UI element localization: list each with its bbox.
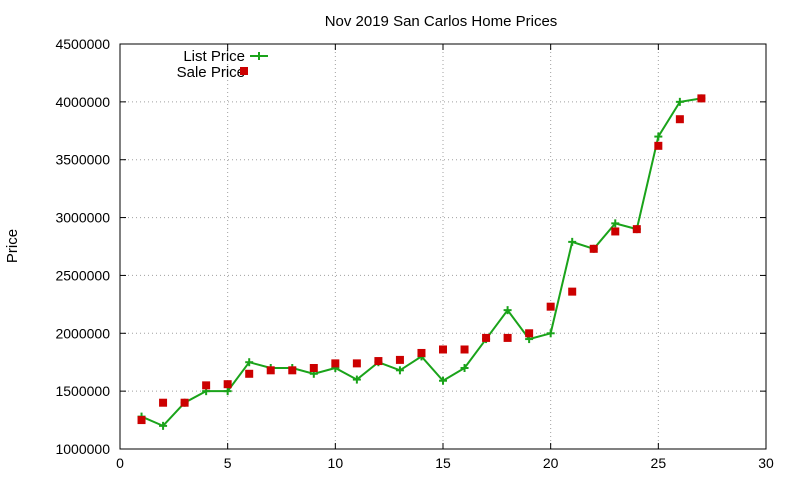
sale-price-point [460,345,469,354]
sale-price-point [525,329,534,338]
sale-price-point [632,225,641,234]
sale-price-point [266,366,275,375]
y-tick-label: 3000000 [55,210,110,226]
sale-price-point [309,364,318,372]
sale-price-point [654,141,663,150]
legend-label-list-price: List Price [183,48,245,65]
list-price-point [460,364,469,372]
sale-price-point [352,359,361,368]
sale-price-point [288,366,297,375]
list-price-point [503,306,512,315]
sale-price-point [137,416,146,425]
list-price-point [439,376,447,385]
grid-lines [120,44,766,449]
x-axis-tick-labels: 0 5 10 15 20 25 30 [116,455,774,471]
sale-price-point [159,398,168,407]
y-axis-label: Price [4,229,21,263]
sale-price-point [568,287,577,296]
x-tick-label: 5 [224,455,232,471]
x-tick-label: 0 [116,455,124,471]
sale-price-point [223,380,232,389]
chart-title: Nov 2019 San Carlos Home Prices [325,13,558,30]
list-price-point [245,358,254,367]
list-price-point [611,219,620,228]
sale-price-point [589,244,598,253]
x-tick-label: 25 [651,455,667,471]
x-tick-label: 10 [328,455,344,471]
legend-label-sale-price: Sale Price [177,64,245,81]
sale-price-point [439,345,447,354]
y-tick-label: 4500000 [55,36,110,52]
x-tick-label: 30 [758,455,774,471]
legend: List Price Sale Price [177,48,268,81]
sale-price-point [675,115,684,124]
list-price-point [159,421,168,430]
list-price-point [568,237,577,246]
y-tick-label: 2500000 [55,267,110,283]
sale-price-point [202,381,211,390]
legend-marker-list-price [255,52,263,60]
legend-marker-sale-price [240,67,248,75]
list-price-point [675,97,684,106]
y-tick-label: 3500000 [55,152,110,168]
x-tick-label: 15 [435,455,451,471]
sale-price-point [245,369,254,378]
sale-price-point [417,348,426,357]
list-price-point [352,375,361,384]
list-price-point [654,132,663,141]
sale-price-point [482,333,491,342]
sale-price-point [697,94,706,103]
sale-price-point [503,333,512,342]
y-tick-label: 1500000 [55,383,110,399]
sale-price-point [546,302,555,311]
x-tick-label: 20 [543,455,559,471]
list-price-point [546,329,555,338]
data-series [137,94,706,430]
y-axis-tick-labels: 1000000 1500000 2000000 2500000 3000000 35000… [55,36,110,457]
plot-frame [119,43,767,450]
list-price-point [395,366,404,375]
y-tick-label: 4000000 [55,94,110,110]
list-price-line [141,97,702,428]
sale-price-point [331,359,340,368]
y-tick-label: 2000000 [55,325,110,341]
sale-price-point [180,398,189,407]
y-tick-label: 1000000 [55,441,110,457]
sale-price-point [374,357,383,366]
sale-price-point [395,355,404,364]
list-price-point [223,387,232,396]
sale-price-point [611,227,620,236]
